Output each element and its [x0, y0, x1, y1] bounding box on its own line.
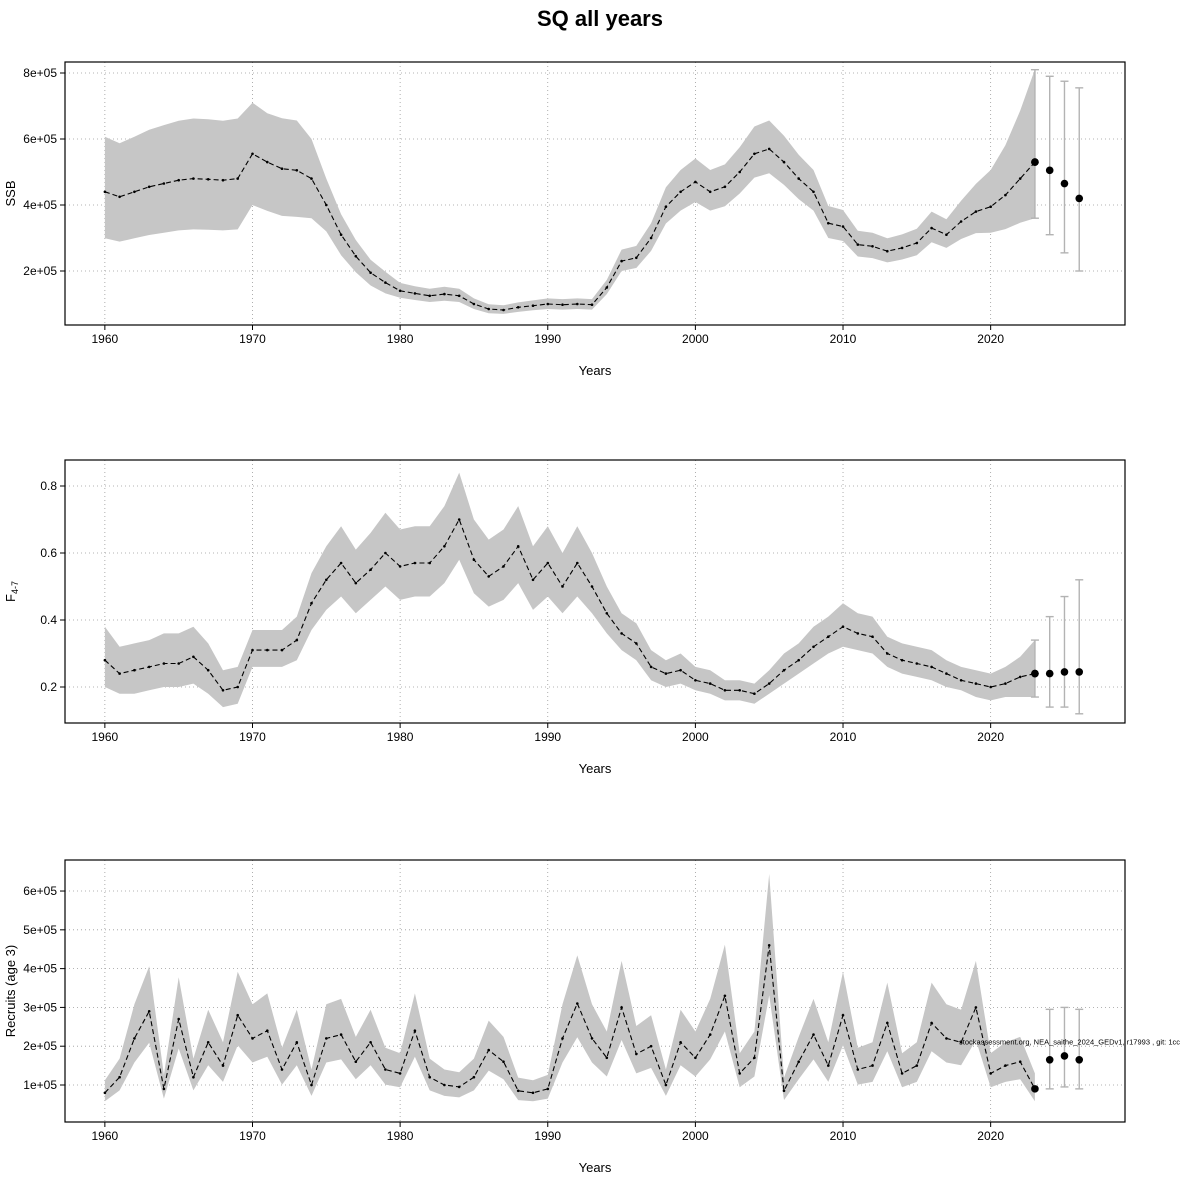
x-tick-label: 1990	[534, 332, 561, 346]
y-axis: 1e+05 2e+05 3e+05 4e+05 5e+05 6e+05 Recruits (…	[3, 884, 65, 1092]
source-annotation: stockassessment.org, NEA_saithe_2024_GED…	[959, 1037, 1180, 1046]
x-tick-label: 1990	[534, 730, 561, 744]
x-tick-label: 2020	[977, 1129, 1004, 1143]
panel-ssb: 1960 1970 1980 1990 2000 2010 2020 Years 2e+05 4e…	[3, 61, 1126, 378]
y-tick-label: 4e+05	[23, 962, 57, 976]
y-tick-label: 1e+05	[23, 1078, 57, 1092]
y-axis: 2e+05 4e+05 6e+05 8e+05 SSB	[3, 66, 65, 278]
y-tick-label: 0.4	[40, 613, 57, 627]
mean-line	[104, 945, 1036, 1094]
x-axis-title: Years	[579, 1160, 612, 1175]
x-tick-label: 1970	[239, 332, 266, 346]
x-tick-label: 2010	[830, 1129, 857, 1143]
x-tick-label: 2000	[682, 730, 709, 744]
x-tick-label: 1990	[534, 1129, 561, 1143]
x-axis-title: Years	[579, 761, 612, 776]
y-tick-label: 4e+05	[23, 198, 57, 212]
y-tick-label: 8e+05	[23, 66, 57, 80]
mean-line	[104, 518, 1036, 695]
x-tick-label: 1960	[92, 1129, 119, 1143]
year-points	[103, 518, 1037, 695]
y-tick-label: 3e+05	[23, 1000, 57, 1014]
forecast-dot	[1060, 668, 1069, 676]
figure-title: SQ all years	[537, 6, 663, 31]
terminal-year-dot	[1031, 1085, 1039, 1093]
x-tick-label: 1980	[387, 1129, 414, 1143]
x-tick-label: 1980	[387, 332, 414, 346]
x-tick-label: 1970	[239, 1129, 266, 1143]
x-tick-label: 2000	[682, 1129, 709, 1143]
forecast-dot	[1075, 668, 1084, 676]
confidence-band	[104, 874, 1035, 1102]
forecast-dot	[1060, 1052, 1069, 1060]
x-axis: 1960 1970 1980 1990 2000 2010 2020 Years	[92, 723, 1004, 776]
y-tick-label: 6e+05	[23, 132, 57, 146]
x-tick-label: 1960	[92, 730, 119, 744]
x-tick-label: 2020	[977, 730, 1004, 744]
y-tick-label: 2e+05	[23, 264, 57, 278]
terminal-year-dot	[1031, 669, 1039, 678]
plot-frame	[64, 61, 1126, 326]
x-tick-label: 2000	[682, 332, 709, 346]
forecast-points	[1030, 579, 1084, 715]
year-points	[103, 944, 1037, 1095]
panel-f4-7: 1960 1970 1980 1990 2000 2010 2020Years0.20.40…	[3, 459, 1126, 776]
y-axis-title: F4-7	[3, 581, 20, 602]
plot-frame	[64, 859, 1126, 1123]
y-tick-label: 0.8	[40, 479, 57, 493]
x-axis-title: Years	[579, 363, 612, 378]
x-tick-label: 2010	[830, 730, 857, 744]
forecast-dot	[1075, 194, 1084, 203]
y-axis: 0.2 0.4 0.6 0.8 F4-7	[3, 479, 65, 694]
forecast-dot	[1045, 1055, 1054, 1064]
grid	[65, 860, 1125, 1122]
plot-frame	[64, 459, 1126, 724]
y-tick-label: 6e+05	[23, 884, 57, 898]
forecast-dot	[1045, 166, 1054, 175]
y-tick-label: 2e+05	[23, 1039, 57, 1053]
confidence-band	[104, 69, 1035, 314]
forecast-dot	[1060, 179, 1069, 188]
forecast-points	[1045, 1006, 1084, 1090]
forecast-dot	[1075, 1055, 1084, 1064]
x-tick-label: 2010	[830, 332, 857, 346]
x-axis: 1960 1970 1980 1990 2000 2010 2020 Years	[92, 325, 1004, 378]
x-tick-label: 1970	[239, 730, 266, 744]
y-axis-title: SSB	[3, 180, 18, 206]
x-tick-label: 1960	[92, 332, 119, 346]
forecast-points	[1030, 68, 1084, 272]
confidence-band	[104, 472, 1035, 708]
y-tick-label: 0.2	[40, 680, 57, 694]
year-points	[103, 147, 1037, 312]
x-tick-label: 2020	[977, 332, 1004, 346]
terminal-year-dot	[1031, 158, 1039, 166]
y-tick-label: 5e+05	[23, 923, 57, 937]
x-tick-label: 1980	[387, 730, 414, 744]
y-axis-title: Recruits (age 3)	[3, 945, 18, 1037]
panel-recruits: 1960 1970 1980 1990 2000 2010 2020 Years 1e+05 2e…	[3, 859, 1180, 1175]
x-axis: 1960 1970 1980 1990 2000 2010 2020 Years	[92, 1122, 1004, 1175]
forecast-dot	[1045, 669, 1054, 678]
y-tick-label: 0.6	[40, 546, 57, 560]
